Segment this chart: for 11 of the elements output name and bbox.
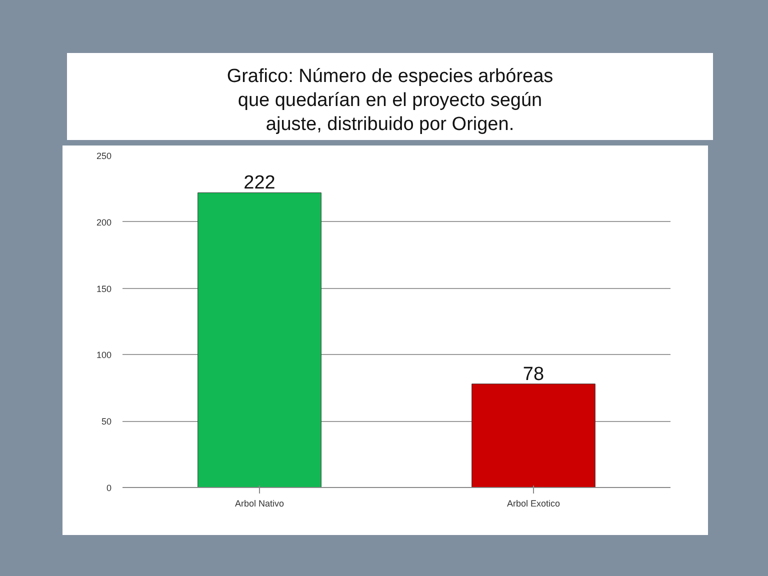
- y-tick-label: 100: [96, 350, 112, 360]
- y-tick-label: 50: [101, 416, 112, 427]
- y-tick-label: 250: [96, 151, 112, 162]
- data-label: 78: [522, 364, 544, 386]
- y-tick-label: 0: [106, 483, 112, 494]
- chart-title: Grafico: Número de especies arbóreas que quedarían en el proyecto según ajuste, distribuido por Origen.: [226, 65, 554, 136]
- y-tick-label: 150: [96, 284, 112, 294]
- x-tick-label: Arbol Exotico: [506, 498, 560, 509]
- x-tick-label: Arbol Nativo: [234, 498, 284, 509]
- data-label: 222: [244, 172, 276, 194]
- y-tick-label: 200: [96, 218, 112, 228]
